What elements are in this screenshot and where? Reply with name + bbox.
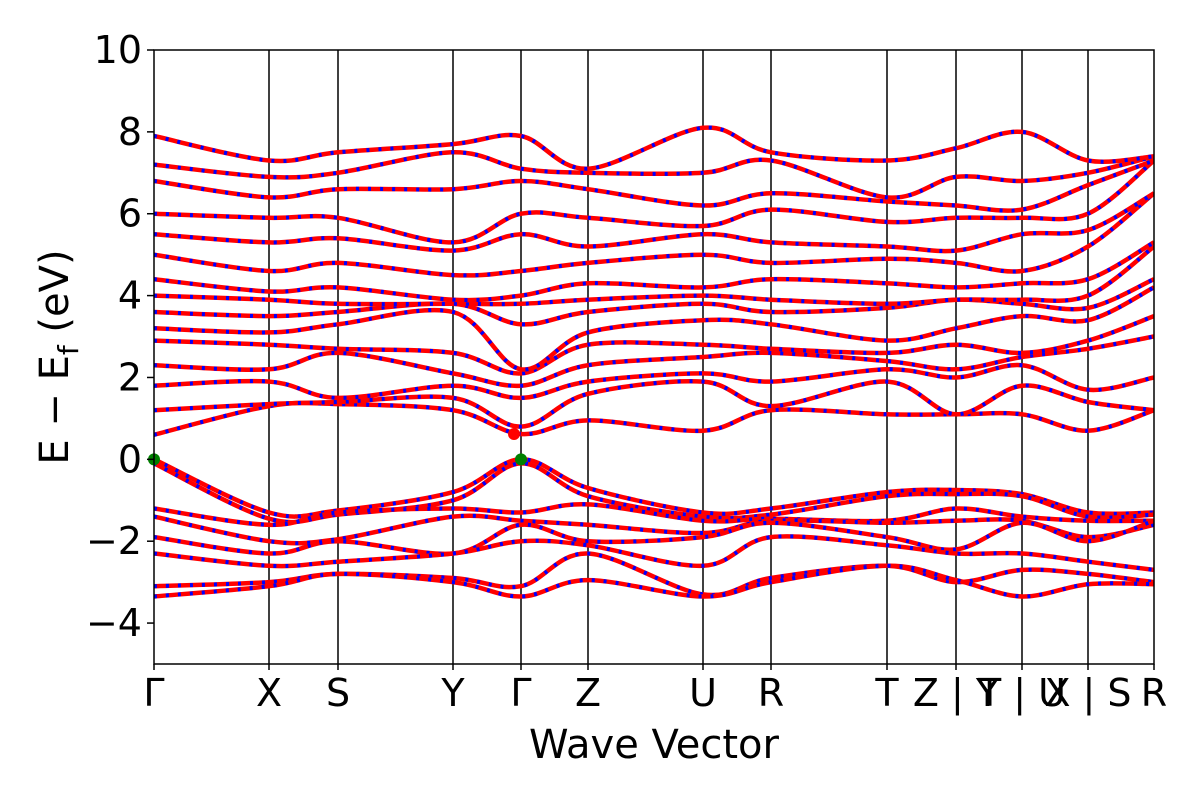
y-axis-label: E − Ef (eV) [32, 249, 85, 464]
x-tick-label: U [689, 671, 717, 715]
x-tick-label: Z [575, 671, 601, 715]
band-line-spin-up [154, 563, 1154, 599]
band-line-spin-up [154, 158, 1154, 245]
x-tick-label: X [256, 671, 282, 715]
x-tick-label: X | S [1044, 671, 1131, 716]
band-line-spin-up [154, 125, 1154, 171]
bands [154, 125, 1154, 599]
y-tick-label: 10 [94, 28, 142, 72]
cbm-marker [508, 427, 520, 440]
x-tick-label: Γ [510, 671, 531, 715]
y-axis-label-unit: (eV) [32, 249, 78, 345]
y-tick-label: 4 [118, 274, 142, 318]
x-tick-label: S [326, 671, 350, 715]
band-line-spin-down [154, 534, 1154, 572]
band-line-spin-up [154, 277, 1154, 327]
y-axis-ticks: −4 −2 0 2 4 6 8 10 [86, 28, 154, 645]
band-line-spin-down [154, 363, 1154, 400]
y-tick-label: 2 [118, 355, 142, 399]
band-line-spin-up [154, 518, 1154, 557]
y-tick-label: 8 [118, 110, 142, 154]
band-line-spin-up [154, 158, 1154, 213]
x-tick-label: T | U [977, 671, 1066, 716]
x-tick-label: Y [440, 671, 465, 715]
plot-frame [153, 49, 1155, 665]
band-line-spin-up [154, 150, 1154, 200]
band-line-spin-up [154, 191, 1154, 278]
y-axis-label-subscript: f [52, 344, 85, 355]
y-axis-label-main: E − E [32, 355, 78, 465]
x-axis-label: Wave Vector [529, 722, 780, 768]
y-tick-label: 0 [118, 437, 142, 481]
band-line-spin-up [154, 191, 1154, 254]
y-tick-label: −4 [86, 601, 142, 645]
vbm-marker [515, 453, 527, 466]
y-tick-label: −2 [86, 519, 142, 563]
band-line-spin-up [154, 502, 1154, 528]
band-line-spin-down [154, 314, 1154, 376]
x-tick-label: Z | Y [913, 671, 1000, 716]
band-line-spin-up [154, 240, 1154, 303]
x-tick-label: T [874, 671, 899, 715]
band-line-spin-up [154, 244, 1154, 307]
band-line-spin-down [154, 334, 1154, 388]
band-line-spin-up [154, 378, 1154, 429]
x-tick-label: R [758, 671, 784, 715]
y-tick-label: 6 [118, 192, 142, 236]
x-tick-label: R [1141, 671, 1167, 715]
band-line-spin-down [154, 551, 1154, 598]
x-tick-label: Γ [143, 671, 164, 715]
band-line-spin-down [154, 285, 1154, 372]
